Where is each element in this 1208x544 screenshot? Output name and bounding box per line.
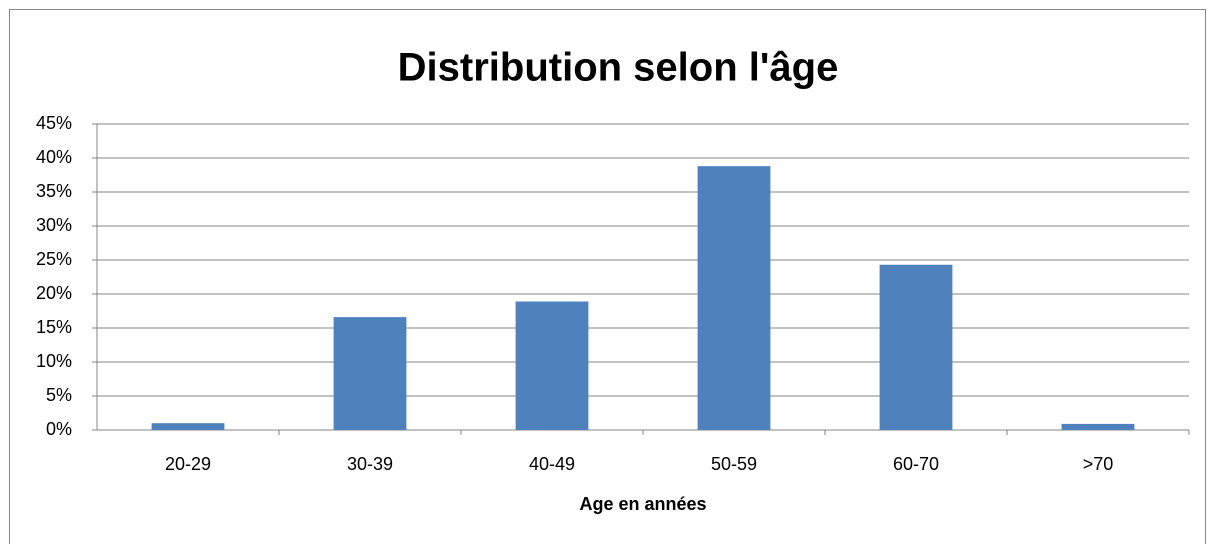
bar <box>1061 423 1135 430</box>
x-tick-label: 30-39 <box>347 454 393 474</box>
chart-title: Distribution selon l'âge <box>398 46 839 90</box>
x-tick-label: 20-29 <box>165 454 211 474</box>
x-tick-label: 40-49 <box>529 454 575 474</box>
y-tick-label: 5% <box>46 385 72 405</box>
y-tick-label: 35% <box>36 181 72 201</box>
bar <box>879 264 953 430</box>
y-tick-label: 15% <box>36 317 72 337</box>
bar <box>333 317 407 430</box>
bar <box>151 423 225 430</box>
x-tick-label: 60-70 <box>893 454 939 474</box>
x-axis-label: Age en années <box>579 494 706 514</box>
chart-frame <box>9 9 1206 544</box>
y-tick-label: 45% <box>36 113 72 133</box>
y-tick-label: 10% <box>36 351 72 371</box>
bar <box>697 166 771 430</box>
x-tick-label: 50-59 <box>711 454 757 474</box>
y-tick-label: 20% <box>36 283 72 303</box>
y-tick-label: 25% <box>36 249 72 269</box>
x-tick-label: >70 <box>1083 454 1114 474</box>
y-tick-label: 30% <box>36 215 72 235</box>
y-tick-label: 40% <box>36 147 72 167</box>
bar <box>515 301 589 430</box>
y-tick-label: 0% <box>46 419 72 439</box>
